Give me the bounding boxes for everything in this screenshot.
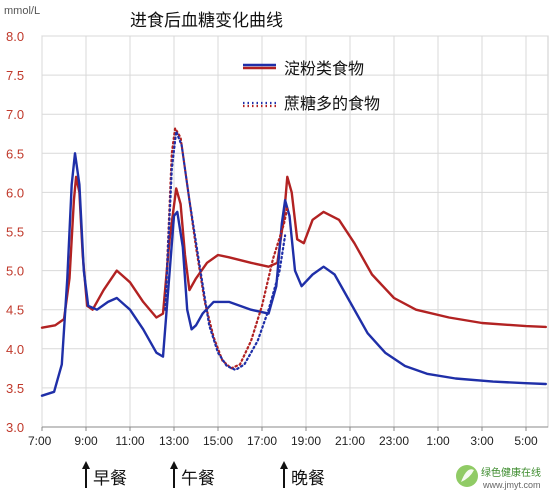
y-tick-label: 5.5 bbox=[6, 225, 24, 240]
meal-label: 午餐 bbox=[181, 469, 215, 489]
y-tick-label: 3.0 bbox=[6, 420, 24, 435]
x-tick-label: 11:00 bbox=[115, 434, 144, 448]
x-tick-label: 13:00 bbox=[159, 434, 189, 448]
watermark-url: www.jmyt.com bbox=[482, 480, 541, 490]
leaf-shape bbox=[461, 469, 474, 482]
watermark-text: 绿色健康在线 bbox=[481, 466, 541, 479]
y-axis-unit: mmol/L bbox=[4, 5, 40, 17]
series-line-1 bbox=[40, 152, 547, 397]
x-tick-label: 5:00 bbox=[514, 434, 538, 448]
x-tick-label: 1:00 bbox=[426, 434, 450, 448]
x-tick-label: 23:00 bbox=[379, 434, 409, 448]
x-tick-label: 17:00 bbox=[247, 434, 277, 448]
plot-area: 8.0 7.5 7.0 6.5 6.0 5.5 5.0 4.5 4.0 3.5 3.0 7:00 9:0… bbox=[6, 29, 549, 448]
x-tick-label: 21:00 bbox=[335, 434, 365, 448]
x-tick-label: 3:00 bbox=[470, 434, 494, 448]
y-tick-label: 7.5 bbox=[6, 68, 24, 83]
y-tick-label: 4.5 bbox=[6, 303, 24, 318]
y-tick-label: 8.0 bbox=[6, 29, 24, 44]
legend-label: 蔗糖多的食物 bbox=[284, 94, 380, 113]
arrow-up-icon bbox=[170, 461, 178, 469]
chart-title: 进食后血糖变化曲线 bbox=[130, 11, 283, 31]
meal-markers: 早餐 午餐 晚餐 bbox=[82, 461, 325, 489]
y-tick-label: 5.0 bbox=[6, 264, 24, 279]
y-tick-label: 4.0 bbox=[6, 342, 24, 357]
y-tick-label: 3.5 bbox=[6, 381, 24, 396]
arrow-up-icon bbox=[280, 461, 288, 469]
y-tick-label: 6.0 bbox=[6, 185, 24, 200]
series-line-dotted-2 bbox=[164, 127, 289, 370]
x-tick-label: 9:00 bbox=[74, 434, 98, 448]
x-tick-label: 7:00 bbox=[28, 434, 52, 448]
legend-label: 淀粉类食物 bbox=[284, 59, 364, 78]
meal-label: 早餐 bbox=[93, 469, 127, 489]
meal-label: 晚餐 bbox=[291, 469, 325, 489]
x-tick-label: 19:00 bbox=[291, 434, 321, 448]
y-tick-label: 6.5 bbox=[6, 146, 24, 161]
arrow-up-icon bbox=[82, 461, 90, 469]
x-tick-label: 15:00 bbox=[203, 434, 233, 448]
y-tick-label: 7.0 bbox=[6, 107, 24, 122]
series-line-dotted-3 bbox=[164, 130, 287, 371]
